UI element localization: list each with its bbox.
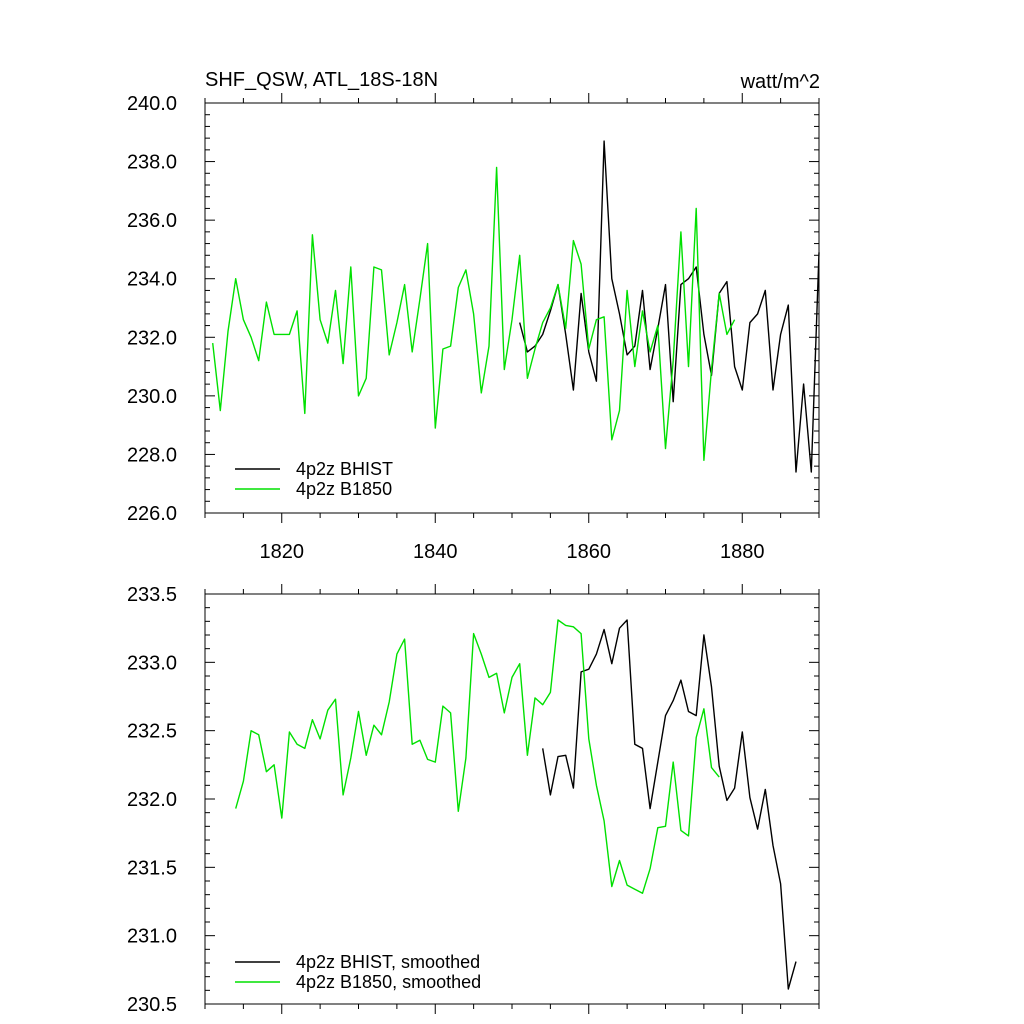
series-line-bhist <box>519 140 820 473</box>
y-tick-label: 238.0 <box>127 152 177 174</box>
series-line-b1850 <box>212 166 736 461</box>
y-tick-label: 228.0 <box>127 444 177 466</box>
chart-title: SHF_QSW, ATL_18S-18N <box>205 69 438 91</box>
y-tick-label: 236.0 <box>127 210 177 232</box>
units-label: watt/m^2 <box>740 71 820 93</box>
x-tick-label: 1820 <box>260 541 305 563</box>
legend-label: 4p2z BHIST, smoothed <box>296 952 480 972</box>
y-tick-label: 232.5 <box>127 721 177 743</box>
chart-panel-top: SHF_QSW, ATL_18S-18N watt/m^2 226.0 228.0… <box>127 69 820 563</box>
y-tick-label: 240.0 <box>127 93 177 115</box>
y-tick-label: 232.0 <box>127 789 177 811</box>
y-tick-label: 233.0 <box>127 652 177 674</box>
plot-frame <box>204 102 820 514</box>
plot-frame <box>204 593 820 1005</box>
x-tick-label: 1880 <box>720 541 765 563</box>
y-tick-label: 231.5 <box>127 857 177 879</box>
legend-label: 4p2z B1850 <box>296 479 392 499</box>
x-tick-label: 1860 <box>567 541 612 563</box>
y-tick-label: 231.0 <box>127 926 177 948</box>
y-tick-label: 233.5 <box>127 584 177 606</box>
x-tick-label: 1840 <box>413 541 458 563</box>
series-line-b1850 <box>235 619 720 894</box>
y-tick-label: 230.5 <box>127 994 177 1016</box>
chart-panel-bottom: 230.5 231.0 231.5 232.0 232.5 233.0 233.5 4p2z… <box>127 584 820 1016</box>
y-tick-label: 232.0 <box>127 327 177 349</box>
series-line-bhist <box>542 619 797 990</box>
y-tick-label: 226.0 <box>127 503 177 525</box>
y-tick-label: 230.0 <box>127 386 177 408</box>
legend-label: 4p2z B1850, smoothed <box>296 972 481 992</box>
legend-label: 4p2z BHIST <box>296 459 393 479</box>
y-tick-label: 234.0 <box>127 269 177 291</box>
